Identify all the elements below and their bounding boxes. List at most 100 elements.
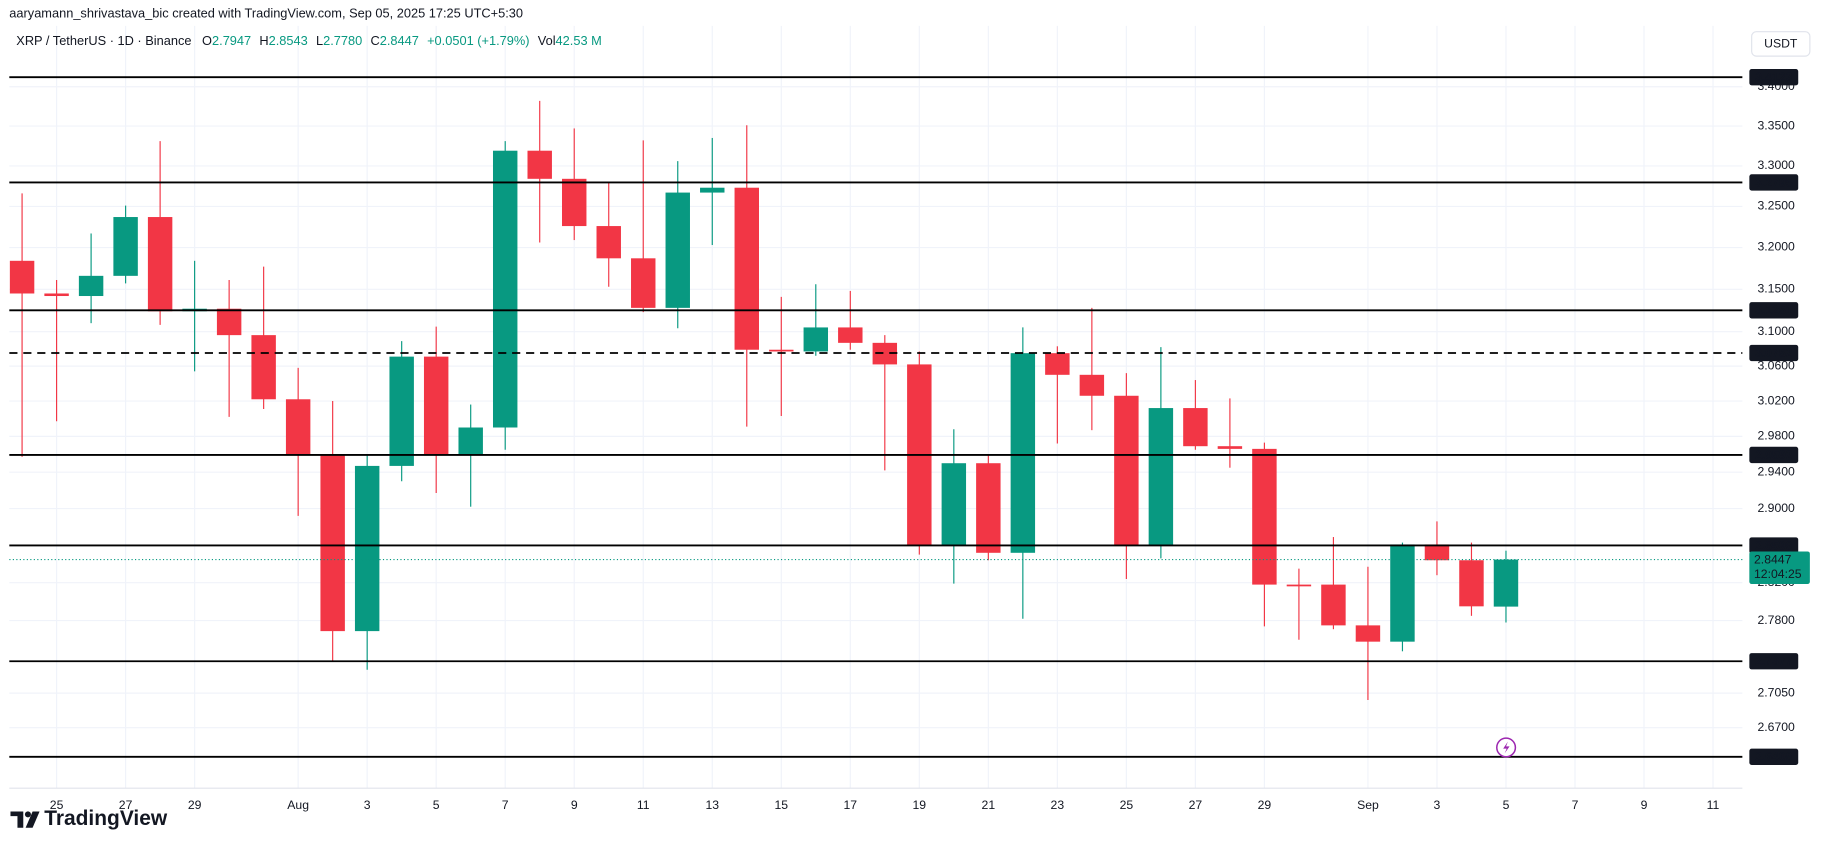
candle-body [78,275,104,297]
candle-body [1459,560,1484,607]
last-price-box [1749,551,1810,585]
level-label-box [1749,69,1799,86]
volume-key: Vol [538,34,556,49]
y-tick-label: 2.6700 [1757,720,1795,734]
candle-body [492,150,518,428]
attribution: aaryamann_shrivastava_bic created with T… [9,6,523,21]
x-tick-label: 29 [1258,798,1272,812]
x-tick-label: Sep [1357,798,1379,812]
x-tick-label: 13 [705,798,719,812]
x-tick-label: Aug [287,798,309,812]
candle-body [596,226,621,259]
candle-body [1183,408,1208,447]
candle-body [838,327,863,343]
y-tick-label: 2.9800 [1757,429,1795,443]
candle-body [769,349,794,352]
candle-body [1079,374,1105,396]
candle-body [147,217,173,312]
level-label-box [1749,446,1799,464]
candle-body [1114,395,1139,546]
candle-body [285,399,311,455]
x-tick-label: 3 [1434,798,1441,812]
x-tick-label: 17 [844,798,858,812]
candle-body [1390,544,1415,642]
candle-body [1045,353,1070,375]
x-tick-label: 27 [1189,798,1203,812]
candle-body [251,335,276,400]
y-tick-label: 3.2500 [1757,199,1795,213]
candle-body [803,327,829,352]
candle-body [216,308,242,336]
candle-body [665,192,690,308]
y-tick-label: 3.1500 [1757,282,1795,296]
level-label-box [1749,748,1799,765]
logo-shape [25,811,40,828]
level-label: 3.0752 [1755,346,1793,360]
currency-button[interactable] [1751,31,1811,57]
candle-body [458,427,483,455]
x-tick-label: 7 [1572,798,1579,812]
legend-value: 2.7780 [323,34,362,49]
x-tick-label: 7 [502,798,509,812]
alert-bolt [1503,741,1510,754]
volume: 42.53 M [556,34,602,49]
legend-key: C [370,34,379,49]
level-label-box [1749,344,1799,362]
candle-body [9,260,35,294]
x-tick-label: 23 [1051,798,1065,812]
level-label: 2.7377 [1755,654,1793,668]
x-tick-label: 21 [982,798,996,812]
last-price-label: 2.8447 [1754,552,1792,566]
x-tick-label: 25 [50,798,64,812]
candle-body [941,463,967,546]
level-label: 2.8599 [1755,538,1793,552]
x-tick-label: 5 [1503,798,1510,812]
candle-body [1424,544,1450,561]
currency[interactable]: USDT [1764,37,1798,51]
x-tick-label: 3 [364,798,371,812]
level-label-box [1749,537,1799,554]
candle-body [872,342,898,365]
x-tick-label: 27 [119,798,133,812]
candle-body [734,187,759,350]
legend-value: 2.8543 [269,34,308,49]
y-tick-label: 3.3500 [1757,118,1795,132]
candle-body [389,356,414,466]
overlay [9,76,1743,758]
legend-value: 2.8447 [380,34,419,49]
level-label: 2.6408 [1755,750,1793,764]
symbol: XRP / TetherUS · 1D · Binance [16,34,191,49]
candle-body [1355,625,1381,642]
y-tick-label: 3.0200 [1757,393,1795,407]
x-tick-label: 29 [188,798,202,812]
level-label-box [1749,302,1799,319]
candle-body [1148,408,1174,546]
candle-body [1217,446,1243,449]
candle-body [44,293,69,297]
level-label: 2.9592 [1755,448,1793,462]
x-tick-label: 11 [1707,798,1720,812]
logo-shape [10,811,24,828]
level-label: 3.1251 [1755,303,1793,317]
y-tick-label: 2.9400 [1757,464,1795,478]
y-tick-label: 3.3000 [1757,158,1795,172]
brand: TradingView [44,807,168,830]
countdown: 12:04:25 [1754,567,1802,581]
candle-body [1321,584,1346,626]
alert-icon [1496,737,1517,758]
x-tick-label: 15 [774,798,788,812]
candle-body [1286,584,1312,587]
y-tick-label: 2.7800 [1757,613,1795,627]
symbol-legend: XRP / TetherUS · 1D · Binance O2.7947 H2… [16,34,602,49]
candle-body [423,356,449,455]
candle-body [354,465,380,632]
candle-body [1010,353,1036,553]
candle-body [976,463,1001,553]
level-label: 3.2795 [1755,175,1793,189]
candle-body [631,258,656,308]
y-tick-label: 3.0600 [1757,358,1795,372]
x-tick-label: 11 [637,798,650,812]
x-tick-label: 5 [433,798,440,812]
